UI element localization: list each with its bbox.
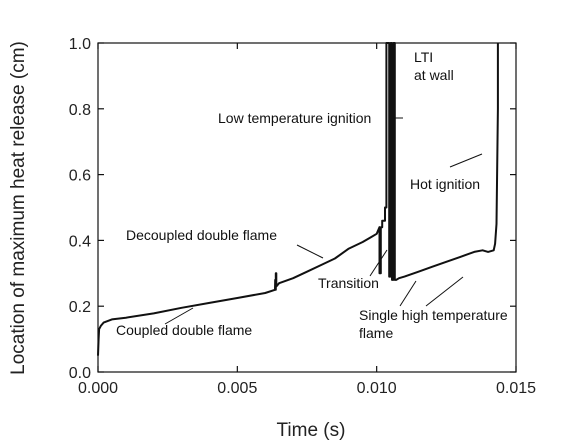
data-layer [97,42,499,356]
y-tick-label: 0.8 [69,102,91,119]
x-tick-label: 0.010 [357,380,397,397]
annotation-transition: Transition [318,275,379,291]
single-flame-arrow-2 [425,276,464,307]
x-tick-label: 0.005 [217,380,257,397]
x-tick-label: 0.015 [496,380,536,397]
annotation-hot-ignition: Hot ignition [410,176,480,192]
annotation-at-wall: at wall [414,67,454,83]
decoupled-flame-arrow [296,244,324,259]
single-flame-arrow-1 [399,280,417,307]
transition-arrow [369,249,388,277]
y-tick-label: 1.0 [69,36,91,53]
y-tick-label: 0.4 [69,233,91,250]
y-tick-label: 0.2 [69,299,91,316]
plot-frame [97,42,517,373]
y-tick-label: 0.6 [69,168,91,185]
annotation-lti: LTI [414,49,433,65]
hot-ignition-arrow [449,153,483,168]
plot-border [97,42,517,373]
annotation-layer: Low temperature ignition LTI at wall Dec… [116,49,508,341]
tick-layer: 0.000 0.005 0.010 0.015 0.0 0.2 0.4 0.6 0.8 1.0 [69,36,536,397]
x-tick-label: 0.000 [78,380,118,397]
annotation-coupled-double-flame: Coupled double flame [116,322,252,338]
annotation-decoupled-double-flame: Decoupled double flame [126,227,277,243]
coupled-flame-arrow [164,307,194,325]
annotation-single-high-temperature: Single high temperature [359,307,508,323]
x-axis-title: Time (s) [277,420,346,441]
annotation-low-temperature-ignition: Low temperature ignition [218,110,371,126]
annotation-flame: flame [359,325,393,341]
y-tick-label: 0.0 [69,365,91,382]
series-line-0 [97,42,499,356]
y-axis-title: Location of maximum heat release (cm) [8,41,29,375]
